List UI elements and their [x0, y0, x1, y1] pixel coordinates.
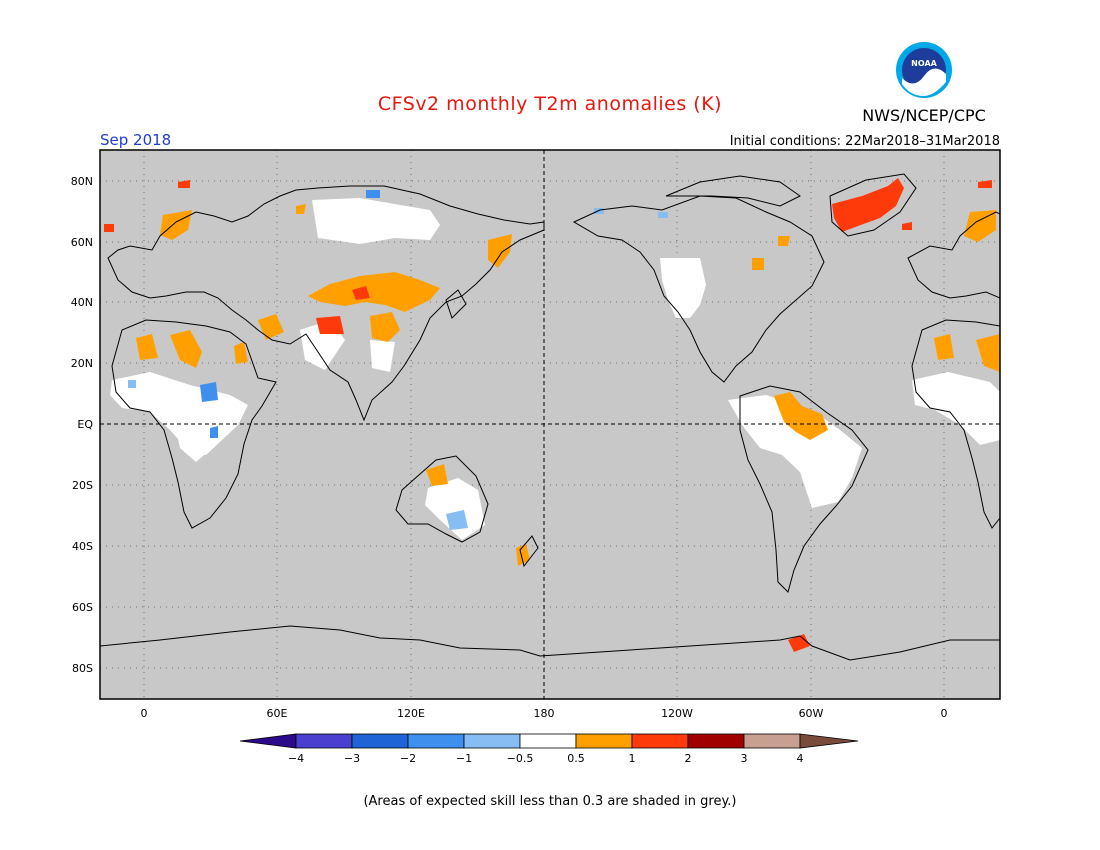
lon-label-60w: 60W: [799, 707, 824, 720]
colorbar-label: −0.5: [507, 752, 534, 765]
colorbar-swatch: [575, 733, 633, 749]
colorbar-swatch: [295, 733, 353, 749]
graticule: [100, 150, 1000, 699]
strong-warm-anomaly-areas: [104, 178, 992, 652]
neutral-anomaly-areas: [110, 198, 1000, 540]
logo-text: NOAA: [911, 59, 937, 68]
lon-axis: 0 60E 120E 180 120W 60W 0: [141, 707, 948, 720]
colorbar-swatch: [407, 733, 465, 749]
lat-label-eq: EQ: [77, 418, 93, 431]
figure-title: CFSv2 monthly T2m anomalies (K): [378, 93, 722, 115]
colorbar-label: 0.5: [567, 752, 585, 765]
lon-label-0: 0: [141, 707, 148, 720]
weak-cool-anomaly-areas: [128, 208, 668, 530]
colorbar-low-arrow: [239, 733, 297, 749]
lat-label-40s: 40S: [72, 540, 93, 553]
lat-axis: 80N 60N 40N 20N EQ 20S 40S 60S 80S: [71, 175, 94, 675]
lat-label-60n: 60N: [71, 236, 93, 249]
colorbar-label: 2: [685, 752, 692, 765]
colorbar-label: −3: [344, 752, 360, 765]
colorbar-label: 1: [629, 752, 636, 765]
colorbar-swatch: [519, 733, 577, 749]
lat-label-40n: 40N: [71, 296, 93, 309]
warm-anomaly-areas: [136, 204, 1000, 566]
lat-label-20s: 20S: [72, 479, 93, 492]
coastlines: [100, 173, 1000, 661]
colorbar-label: 3: [741, 752, 748, 765]
colorbar-high-arrow: [799, 733, 859, 749]
colorbar-label: −4: [288, 752, 304, 765]
organization-label: NWS/NCEP/CPC: [862, 106, 986, 125]
colorbar-label: −2: [400, 752, 416, 765]
lon-label-120w: 120W: [661, 707, 693, 720]
noaa-logo: NOAA: [896, 42, 952, 98]
colorbar-swatch: [631, 733, 689, 749]
lat-label-80s: 80S: [72, 662, 93, 675]
lat-label-60s: 60S: [72, 601, 93, 614]
lat-label-80n: 80N: [71, 175, 93, 188]
lon-label-60e: 60E: [267, 707, 288, 720]
initial-conditions-label: Initial conditions: 22Mar2018–31Mar2018: [730, 134, 1000, 149]
colorbar-swatch: [463, 733, 521, 749]
colorbar-label: 4: [797, 752, 804, 765]
lon-label-0-east: 0: [941, 707, 948, 720]
colorbar-swatch: [351, 733, 409, 749]
map-frame: [99, 149, 1001, 700]
month-label: Sep 2018: [100, 131, 171, 149]
colorbar-swatch: [687, 733, 745, 749]
colorbar: −4 −3 −2 −1 −0.5 0.5 1 2 3 4: [239, 733, 859, 765]
cool-anomaly-areas: [200, 190, 380, 438]
colorbar-label: −1: [456, 752, 472, 765]
footnote: (Areas of expected skill less than 0.3 a…: [363, 794, 736, 809]
lat-label-20n: 20N: [71, 357, 93, 370]
lon-label-120e: 120E: [397, 707, 425, 720]
lon-label-180: 180: [534, 707, 555, 720]
colorbar-swatch: [743, 733, 801, 749]
map-content: [100, 150, 1000, 699]
